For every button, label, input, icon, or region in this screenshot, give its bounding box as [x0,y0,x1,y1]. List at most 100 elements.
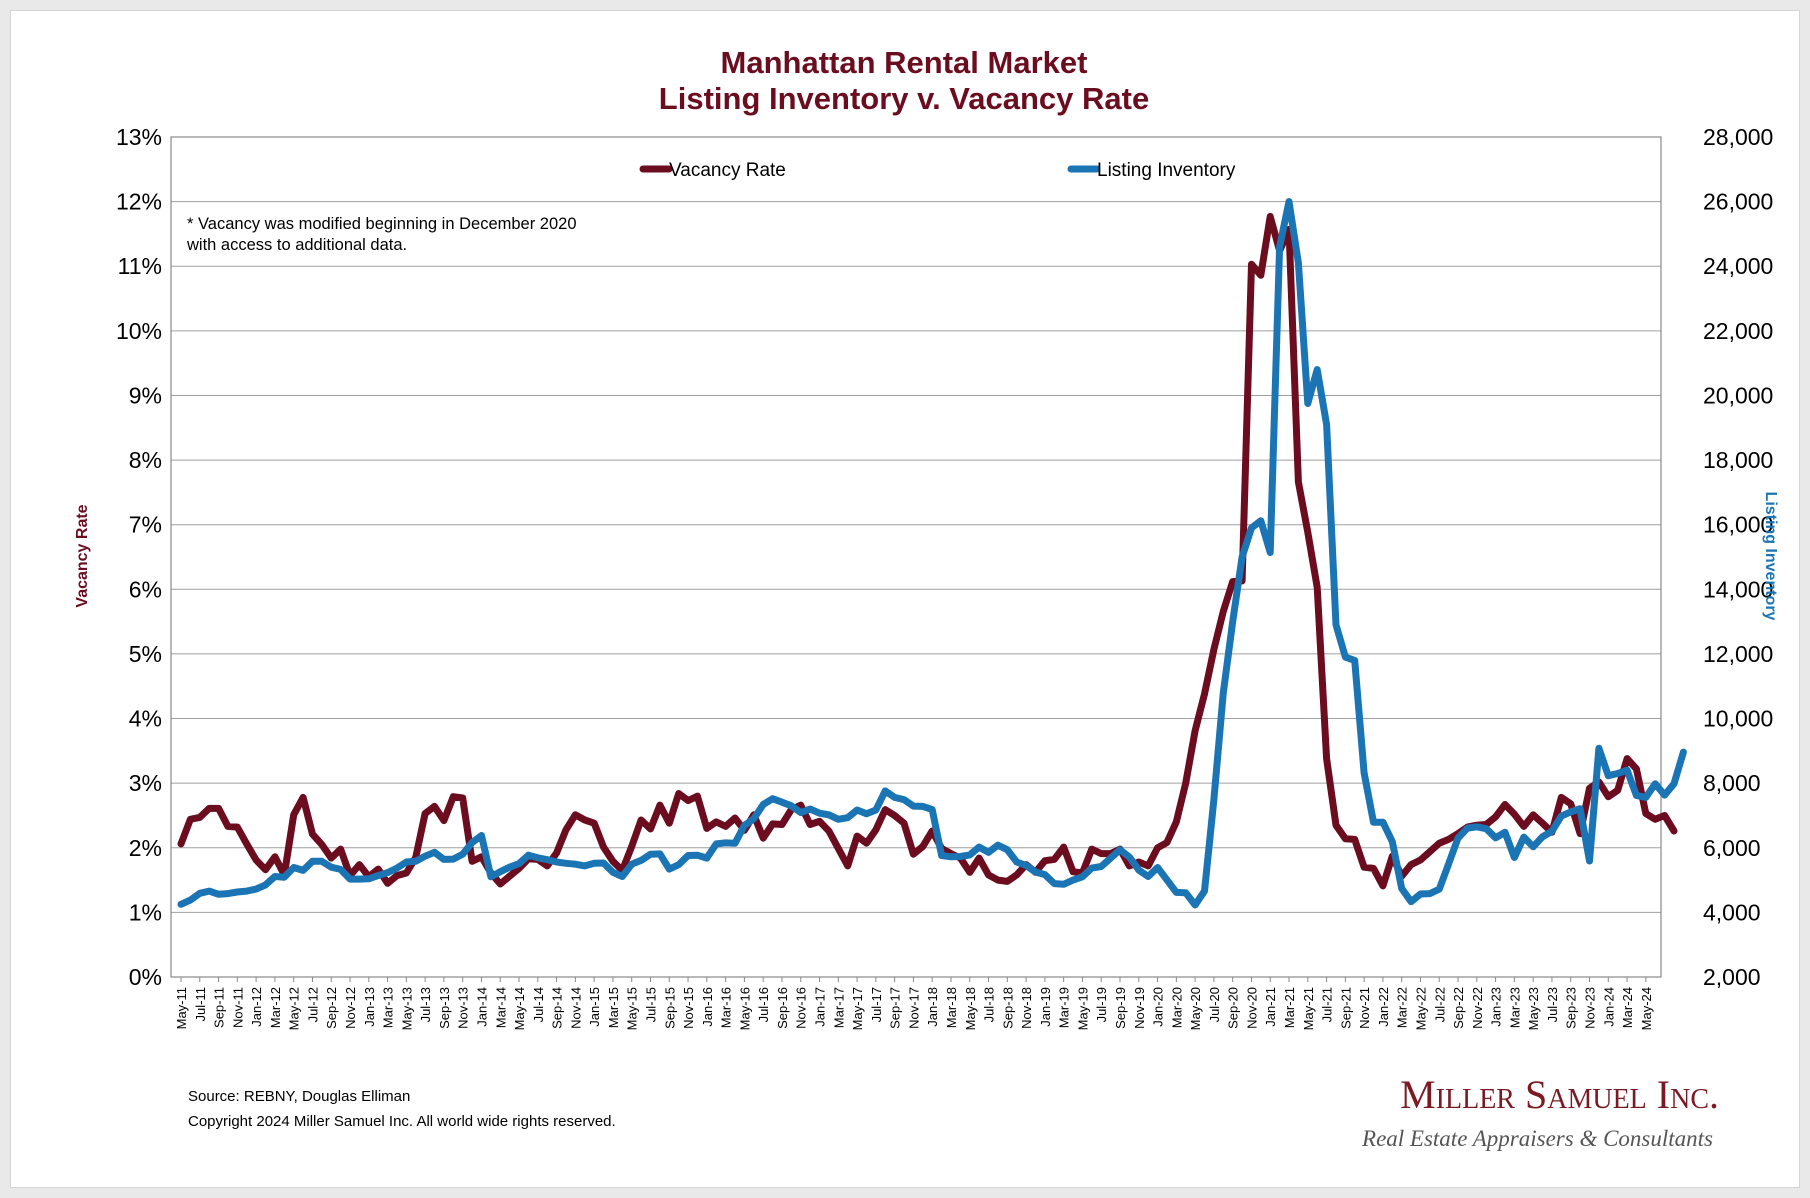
right-tick-label: 6,000 [1703,835,1761,861]
legend-label-vacancy: Vacancy Rate [669,160,786,181]
chart: Manhattan Rental Market Listing Inventor… [74,45,1779,1151]
x-tick-label: Jan-20 [1151,987,1166,1027]
x-tick-label: May-16 [737,987,752,1030]
x-tick-label: Jan-19 [1038,987,1053,1027]
x-tick-label: Jul-15 [643,987,658,1022]
legend: Vacancy Rate Listing Inventory [639,160,1236,181]
x-tick-label: Jul-23 [1545,987,1560,1022]
right-axis-label: Listing Inventory [1762,492,1779,621]
x-tick-label: Jan-21 [1263,987,1278,1027]
x-tick-label: Sep-18 [1000,987,1015,1029]
right-tick-label: 16,000 [1703,512,1773,538]
x-tick-label: Sep-19 [1113,987,1128,1029]
x-tick-label: May-11 [174,987,189,1029]
x-tick-label: Mar-21 [1282,987,1297,1028]
right-tick-label: 18,000 [1703,447,1773,473]
x-tick-label: Sep-11 [212,987,227,1028]
legend-label-inventory: Listing Inventory [1097,160,1236,181]
x-tick-label: Nov-14 [568,987,583,1029]
left-tick-label: 0% [129,964,162,990]
x-tick-label: Jan-22 [1376,987,1391,1027]
right-tick-label: 20,000 [1703,382,1773,408]
right-tick-label: 22,000 [1703,318,1773,344]
x-tick-label: Sep-21 [1338,987,1353,1029]
right-tick-label: 4,000 [1703,899,1761,925]
x-tick-label: Mar-14 [493,987,508,1028]
x-tick-label: Mar-13 [381,987,396,1028]
chart-frame: Manhattan Rental Market Listing Inventor… [10,10,1800,1188]
left-tick-label: 3% [129,770,162,796]
plot-area-border [170,136,1662,978]
x-tick-label: Jan-17 [813,987,828,1027]
x-tick-label: Jul-14 [531,987,546,1022]
x-tick-label: Mar-22 [1395,987,1410,1028]
left-tick-label: 12% [116,189,162,215]
x-tick-label: Nov-19 [1132,987,1147,1029]
chart-title-line-2: Listing Inventory v. Vacancy Rate [659,81,1149,116]
x-tick-label: Jul-22 [1432,987,1447,1022]
x-tick-label: Nov-21 [1357,987,1372,1029]
left-tick-label: 11% [118,253,162,279]
x-tick-label: May-19 [1075,987,1090,1030]
right-tick-label: 28,000 [1703,124,1773,150]
left-tick-label: 13% [116,124,162,150]
x-tick-label: Jul-12 [305,987,320,1022]
right-tick-label: 8,000 [1703,770,1761,796]
x-tick-label: May-15 [625,987,640,1030]
x-tick-label: Sep-12 [324,987,339,1029]
x-tick-label: Nov-15 [681,987,696,1029]
x-tick-label: Jan-12 [249,987,264,1027]
x-tick-label: Jul-11 [193,987,208,1021]
x-tick-label: Jul-21 [1320,987,1335,1022]
x-tick-label: Mar-12 [268,987,283,1028]
left-tick-label: 10% [116,318,162,344]
x-axis-ticks: May-11 Jul-11 Sep-11 Nov-11 Jan-12 Mar-12 May-… [174,977,1654,1030]
x-tick-label: Nov-18 [1019,987,1034,1029]
note-line-2: with access to additional data. [186,236,407,254]
x-tick-label: Nov-23 [1582,987,1597,1029]
x-tick-label: Sep-13 [437,987,452,1029]
brand-name: Miller Samuel Inc. [1400,1072,1719,1117]
note-line-1: * Vacancy was modified beginning in Dece… [187,215,577,233]
x-tick-label: Mar-16 [719,987,734,1028]
x-tick-label: Mar-17 [831,987,846,1028]
x-tick-label: Mar-23 [1507,987,1522,1028]
left-tick-label: 5% [129,641,162,667]
x-tick-label: Nov-11 [230,987,245,1028]
left-tick-label: 8% [129,447,162,473]
x-tick-label: May-13 [399,987,414,1030]
x-tick-label: Sep-14 [550,987,565,1029]
x-tick-label: Nov-17 [906,987,921,1029]
x-tick-label: May-14 [512,987,527,1030]
left-tick-label: 1% [129,899,162,925]
x-tick-label: May-20 [1188,987,1203,1030]
right-tick-label: 14,000 [1703,576,1773,602]
x-tick-label: Jan-18 [925,987,940,1027]
vacancy-rate-line [177,213,1678,890]
x-tick-label: May-17 [850,987,865,1030]
right-tick-label: 2,000 [1703,964,1761,990]
right-tick-label: 10,000 [1703,706,1773,732]
x-tick-label: Sep-22 [1451,987,1466,1029]
x-tick-label: Jan-16 [700,987,715,1027]
copyright-note: Copyright 2024 Miller Samuel Inc. All wo… [188,1113,616,1130]
left-axis-label: Vacancy Rate [74,504,91,607]
x-tick-label: May-24 [1639,987,1654,1030]
x-tick-label: Nov-16 [794,987,809,1029]
x-tick-label: Nov-20 [1244,987,1259,1029]
x-tick-label: Nov-22 [1470,987,1485,1029]
x-tick-label: Jan-23 [1489,987,1504,1027]
x-tick-label: Nov-13 [456,987,471,1029]
x-tick-label: Mar-19 [1057,987,1072,1028]
x-tick-label: Jul-13 [418,987,433,1022]
x-tick-label: Nov-12 [343,987,358,1029]
x-tick-label: Sep-16 [775,987,790,1029]
x-tick-label: Jul-18 [982,987,997,1022]
right-tick-label: 24,000 [1703,253,1773,279]
x-tick-label: Mar-15 [606,987,621,1028]
x-tick-label: Jul-16 [756,987,771,1022]
left-tick-label: 7% [129,512,162,538]
source-note: Source: REBNY, Douglas Elliman [188,1088,410,1105]
listing-inventory-line [177,198,1687,909]
x-tick-label: May-18 [963,987,978,1030]
